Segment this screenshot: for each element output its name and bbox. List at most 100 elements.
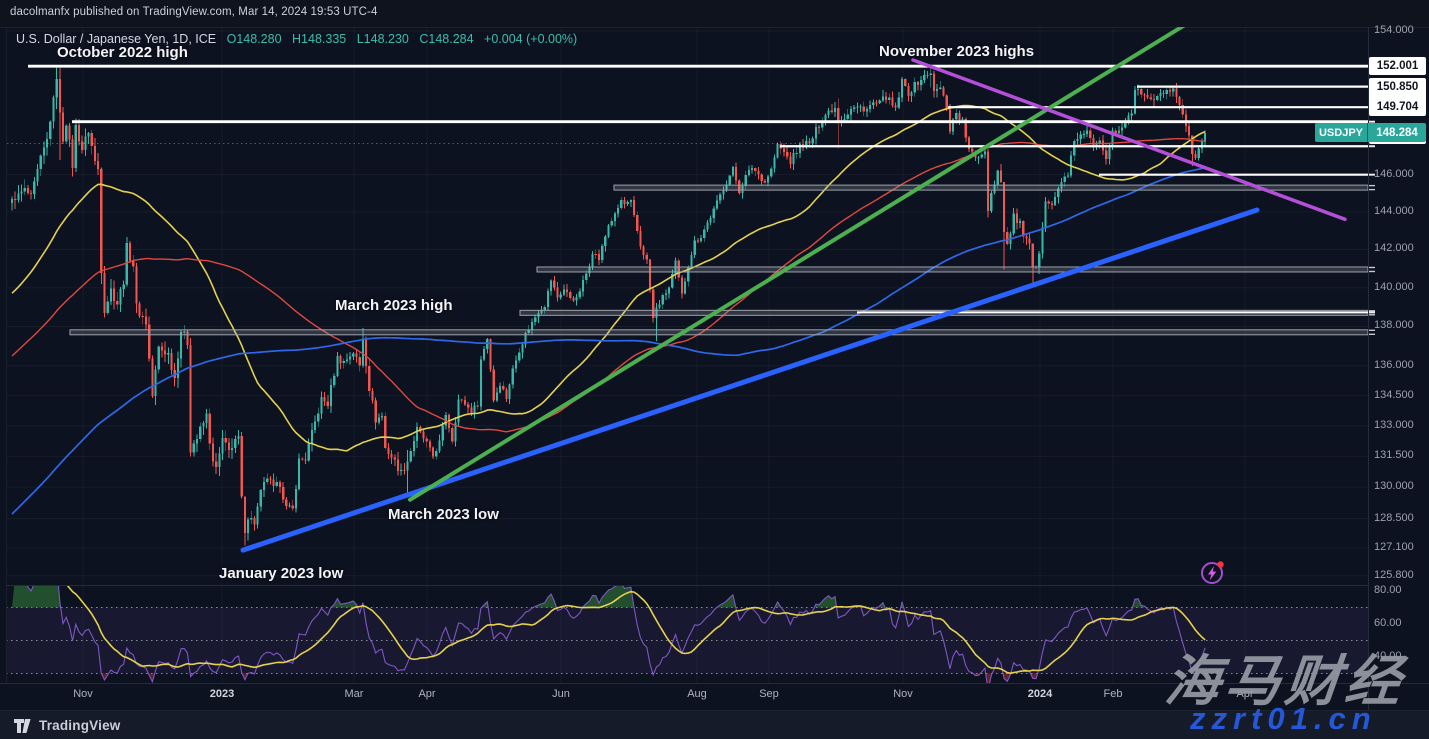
- annotation-november-2023-highs: November 2023 highs: [879, 43, 1035, 60]
- candle-body: [891, 97, 894, 106]
- candle-body: [763, 180, 766, 183]
- candle-body: [942, 87, 945, 96]
- candle-body: [1063, 176, 1066, 183]
- candle-body: [827, 110, 830, 116]
- candle-body: [10, 198, 14, 203]
- candle-body: [275, 482, 278, 487]
- candle-body: [416, 426, 419, 442]
- candle-body: [639, 230, 642, 247]
- price-level-badge: 149.704: [1369, 98, 1426, 117]
- annotation-october-2022-high: October 2022 high: [57, 44, 188, 61]
- candle-body: [361, 339, 364, 366]
- candle-body: [1203, 132, 1207, 142]
- candle-body: [744, 175, 747, 186]
- candle-body: [865, 109, 869, 112]
- candle-body: [648, 259, 652, 290]
- candle-body: [581, 279, 585, 292]
- annotation-january-2023-low: January 2023 low: [219, 565, 344, 582]
- candle-body: [964, 118, 967, 138]
- candle-body: [422, 431, 425, 439]
- candle-body: [878, 100, 881, 103]
- candle-body: [1022, 220, 1025, 237]
- rsi-overbought-fill: [331, 598, 358, 608]
- candle-body: [904, 79, 907, 87]
- rsi-overbought-fill: [533, 594, 557, 608]
- candle-body: [1143, 94, 1146, 96]
- lightning-bolt-icon: [1208, 566, 1217, 581]
- candle-body: [489, 339, 492, 370]
- ma-line-50: [11, 104, 1206, 452]
- candle-body: [323, 397, 326, 402]
- candle-body: [278, 482, 282, 488]
- price-axis-label: 133.000: [1374, 418, 1414, 431]
- candle-body: [833, 107, 837, 113]
- candle-body: [1006, 232, 1009, 245]
- candle-body: [977, 157, 980, 159]
- candle-body: [333, 375, 336, 386]
- time-axis-label: Apr: [418, 688, 436, 700]
- time-axis-label: Aug: [687, 688, 707, 700]
- candle-body: [1168, 90, 1172, 92]
- price-level-badge: 150.850: [1369, 77, 1426, 96]
- tradingview-wordmark: TradingView: [39, 718, 121, 733]
- candle-body: [154, 369, 157, 396]
- candle-body: [227, 442, 231, 450]
- candle-body: [569, 292, 572, 299]
- candle-body: [1140, 88, 1143, 95]
- candle-body: [170, 352, 173, 371]
- quote-close: C148.284: [419, 32, 474, 46]
- candle-body: [358, 356, 361, 366]
- rsi-oversold-fill: [1003, 673, 1011, 682]
- candle-body: [543, 307, 546, 311]
- candle-body: [218, 453, 221, 468]
- notification-dot: [1217, 561, 1224, 568]
- support-resistance-zone: [613, 184, 1368, 191]
- candle-body: [782, 148, 786, 152]
- candle-body: [798, 143, 802, 153]
- candle-body: [1082, 133, 1085, 135]
- candle-body: [932, 73, 936, 91]
- candle-body: [234, 439, 237, 449]
- candle-body: [221, 437, 224, 454]
- candle-body: [668, 287, 671, 294]
- candle-body: [553, 280, 556, 288]
- candle-body: [585, 273, 588, 280]
- rsi-overbought-fill: [582, 586, 635, 608]
- candle-body: [709, 217, 712, 223]
- candle-body: [757, 171, 760, 175]
- candle-body: [693, 240, 696, 255]
- candle-body: [148, 324, 151, 359]
- flash-ideas-button[interactable]: [1199, 559, 1226, 586]
- candle-body: [122, 284, 125, 290]
- candle-body: [722, 190, 725, 195]
- candle-body: [776, 144, 779, 158]
- candle-body: [1181, 104, 1184, 115]
- candle-body: [33, 181, 36, 195]
- candle-body: [454, 422, 457, 442]
- candle-body: [1105, 150, 1108, 160]
- candle-body: [87, 133, 90, 137]
- candle-body: [1197, 148, 1200, 158]
- price-axis-label: 146.000: [1374, 167, 1414, 180]
- candle-body: [39, 155, 42, 170]
- price-axis-label: 134.500: [1374, 388, 1414, 401]
- candle-body: [457, 399, 460, 423]
- candle-body: [527, 329, 530, 334]
- candle-body: [524, 333, 527, 345]
- candle-body: [1130, 113, 1133, 116]
- candle-body: [1057, 188, 1060, 197]
- candle-body: [894, 105, 897, 108]
- candle-body: [342, 360, 345, 364]
- candle-body: [518, 352, 521, 361]
- candle-body: [77, 125, 81, 142]
- candle-body: [90, 133, 93, 146]
- tradingview-logo[interactable]: TradingView: [14, 718, 120, 734]
- watermark-url: zzrt01.cn: [1190, 701, 1377, 736]
- candle-body: [486, 339, 489, 350]
- candle-body: [795, 152, 798, 154]
- candle-body: [550, 280, 553, 292]
- candle-body: [875, 102, 878, 104]
- candle-body: [508, 384, 511, 399]
- candle-body: [837, 107, 840, 123]
